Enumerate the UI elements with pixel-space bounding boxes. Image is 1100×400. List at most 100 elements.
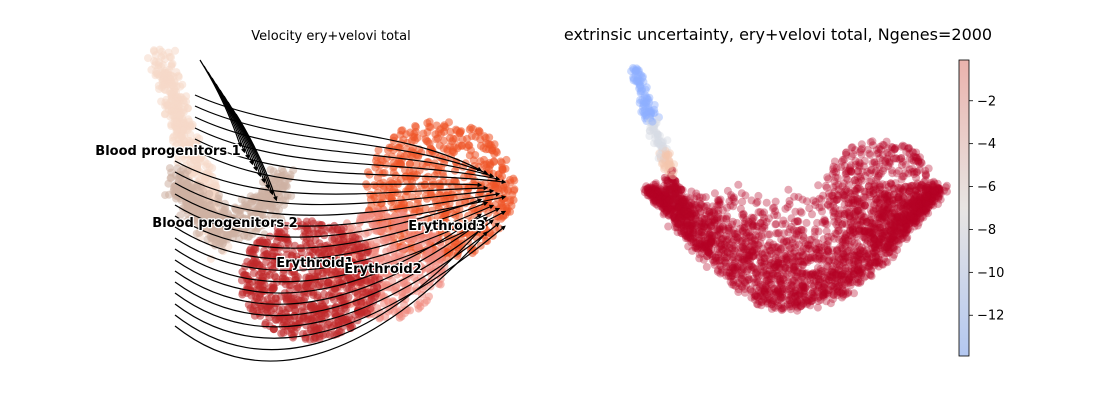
left-scatter-point (344, 260, 353, 269)
left-scatter-point (273, 173, 282, 182)
left-scatter-point (193, 171, 202, 180)
right-scatter-point (664, 222, 673, 231)
left-scatter-point (428, 206, 437, 215)
right-scatter-point (783, 255, 792, 264)
left-scatter-point (271, 213, 280, 222)
left-scatter-point (144, 54, 152, 63)
left-scatter-point (328, 225, 337, 234)
left-scatter-point (317, 252, 326, 261)
left-scatter-point (186, 190, 194, 199)
left-scatter-point (462, 143, 471, 151)
left-scatter-point (452, 162, 461, 171)
right-scatter-point (822, 227, 831, 236)
left-panel: Velocity ery+velovi total Blood progenit… (94, 29, 519, 362)
right-scatter-points (627, 64, 951, 315)
right-scatter-point (702, 201, 711, 210)
left-scatter-point (188, 120, 197, 129)
right-scatter-point (734, 285, 743, 294)
left-scatter-point (413, 300, 422, 309)
left-scatter-point (373, 173, 382, 182)
left-scatter-point (306, 274, 315, 283)
left-scatter-point (282, 182, 291, 191)
left-scatter-point (200, 176, 209, 185)
right-scatter-point (762, 198, 771, 207)
left-scatter-point (488, 181, 497, 189)
left-scatter-point (439, 177, 448, 186)
left-scatter-point (182, 125, 191, 134)
left-scatter-point (401, 192, 410, 201)
left-scatter-point (278, 321, 287, 330)
right-scatter-point (734, 180, 743, 189)
left-scatter-point (470, 181, 479, 190)
left-scatter-point (405, 167, 414, 176)
left-scatter-point (348, 237, 357, 246)
right-scatter-point (806, 276, 815, 285)
left-scatter-point (480, 132, 489, 141)
left-scatter-point (353, 290, 362, 299)
left-scatter-point (488, 146, 497, 155)
left-scatter-point (271, 207, 280, 216)
left-scatter-point (167, 62, 176, 71)
left-scatter-point (154, 61, 163, 70)
right-scatter-point (758, 233, 766, 242)
right-scatter-point (772, 242, 781, 251)
left-scatter-point (393, 178, 402, 187)
left-scatter-point (448, 146, 457, 155)
right-scatter-point (820, 242, 829, 251)
right-scatter-point (767, 250, 776, 259)
cluster-label-erythroid3: Erythroid3 (408, 219, 485, 234)
left-scatter-point (373, 283, 382, 292)
left-scatter-point (499, 194, 508, 203)
left-scatter-point (216, 214, 225, 223)
right-scatter-point (730, 265, 739, 274)
left-scatter-point (302, 217, 311, 226)
left-scatter-point (166, 174, 175, 183)
left-scatter-point (336, 246, 344, 255)
right-scatter-point (764, 278, 773, 287)
left-scatter-point (405, 160, 414, 168)
left-scatter-point (289, 331, 298, 340)
right-scatter-point (750, 278, 759, 287)
left-scatter-point (465, 125, 474, 134)
left-scatter-point (382, 153, 391, 162)
right-scatter-point (717, 248, 726, 257)
left-scatter-point (448, 137, 457, 146)
left-scatter-point (372, 153, 381, 162)
left-scatter-point (439, 172, 448, 181)
left-scatter-point (249, 193, 258, 202)
right-scatter-point (884, 241, 893, 249)
cluster-label-erythroid2: Erythroid2 (344, 262, 421, 277)
left-scatter-point (186, 130, 195, 139)
right-scatter-point (758, 249, 766, 258)
left-scatter-point (410, 136, 419, 145)
left-scatter-point (270, 242, 279, 251)
left-scatter-point (250, 297, 259, 306)
right-scatter-point (737, 189, 746, 198)
left-scatter-point (284, 240, 293, 248)
left-scatter-point (374, 208, 383, 217)
left-scatter-point (185, 141, 194, 150)
left-scatter-point (436, 191, 445, 200)
left-scatter-point (246, 304, 255, 313)
left-scatter-point (434, 128, 443, 137)
left-scatter-point (192, 139, 201, 148)
right-scatter-point (738, 197, 747, 206)
right-scatter-point (698, 230, 706, 239)
left-scatter-point (396, 209, 405, 218)
left-scatter-point (376, 313, 385, 322)
left-scatter-point (208, 164, 217, 172)
left-scatter-point (152, 67, 161, 76)
left-scatter-point (157, 47, 166, 56)
left-scatter-point (458, 135, 467, 144)
right-scatter-point (778, 304, 787, 313)
left-scatter-point (374, 146, 383, 155)
left-scatter-point (318, 300, 327, 309)
left-scatter-point (482, 139, 491, 148)
left-scatter-point (250, 254, 259, 263)
left-scatter-point (173, 108, 181, 117)
left-scatter-point (403, 176, 411, 185)
right-scatter-point (794, 217, 803, 226)
left-scatter-point (460, 173, 468, 182)
right-scatter-point (828, 246, 837, 255)
left-scatter-point (359, 212, 367, 221)
